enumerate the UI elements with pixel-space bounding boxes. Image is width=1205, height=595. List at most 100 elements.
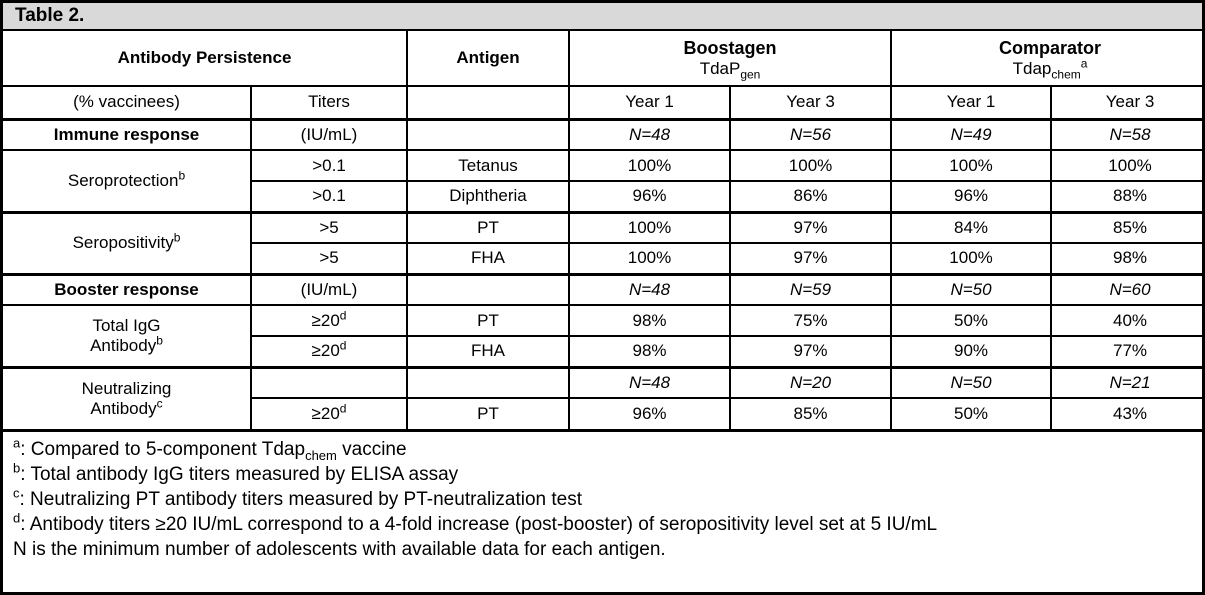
total-igg-pt-boost-y3: 75%	[729, 304, 893, 337]
subheader-boost-year3: Year 3	[729, 85, 893, 120]
boostagen-name: Boostagen	[683, 37, 777, 58]
table-title: Table 2.	[15, 5, 85, 26]
footnote-n: N is the minimum number of adolescents w…	[13, 539, 666, 560]
seropositivity-pt-row: Seropositivityb >5 PT 100% 97% 84% 85%	[2, 210, 1205, 275]
booster-n-comp-y3: N=60	[1050, 272, 1205, 306]
seroprotection-diphtheria-antigen: Diphtheria	[406, 180, 571, 213]
booster-unit: (IU/mL)	[249, 272, 409, 306]
total-igg-fha-boost-y3: 97%	[729, 335, 893, 368]
seroprotection-tetanus-boost-y1: 100%	[568, 149, 732, 182]
footnotes: a: Compared to 5-component Tdapchem vacc…	[3, 429, 1202, 592]
seroprotection-tetanus-row: Seroprotectionb >0.1 Tetanus 100% 100% 1…	[2, 149, 1205, 213]
total-igg-pt-row: Total IgG Antibodyb ≥20d PT 98% 75% 50% …	[2, 304, 1205, 368]
subheader-titers: Titers	[249, 85, 409, 120]
seropositivity-label: Seropositivityb	[2, 210, 252, 275]
booster-response-label: Booster response	[2, 272, 252, 306]
booster-n-comp-y1: N=50	[890, 272, 1053, 306]
footnote-d: d: Antibody titers ≥20 IU/mL correspond …	[13, 510, 938, 535]
seropositivity-fha-antigen: FHA	[406, 242, 571, 275]
neutralizing-n-comp-y1: N=50	[890, 365, 1053, 399]
footnote-b-marker: b	[13, 460, 21, 476]
total-igg-label: Total IgG Antibodyb	[2, 304, 252, 368]
comparator-footnote-marker: a	[1080, 55, 1088, 70]
seropositivity-pt-comp-y1: 84%	[890, 210, 1053, 244]
total-igg-pt-titer: ≥20d	[249, 304, 409, 337]
subheader-comp-year1: Year 1	[890, 85, 1053, 120]
immune-response-row: Immune response (IU/mL) N=48 N=56 N=49 N…	[2, 117, 1205, 151]
neutralizing-label: Neutralizing Antibodyc	[2, 365, 252, 430]
comparator-formulation: Tdapchema	[1012, 55, 1088, 81]
header-boostagen: Boostagen TdaPgen	[568, 30, 893, 87]
neutralizing-n-comp-y3: N=21	[1050, 365, 1205, 399]
comparator-subscript: chem	[1051, 66, 1081, 81]
neutralizing-pt-boost-y3: 85%	[729, 397, 893, 430]
immune-response-label: Immune response	[2, 117, 252, 151]
total-igg-pt-comp-y3: 40%	[1050, 304, 1205, 337]
seroprotection-diphtheria-boost-y1: 96%	[568, 180, 732, 213]
table-title-bar: Table 2.	[3, 3, 1202, 31]
neutralizing-pt-boost-y1: 96%	[568, 397, 732, 430]
total-igg-fha-boost-y1: 98%	[568, 335, 732, 368]
booster-antigen-empty	[406, 272, 571, 306]
seropositivity-pt-boost-y1: 100%	[568, 210, 732, 244]
seropositivity-fha-boost-y3: 97%	[729, 242, 893, 275]
header-antibody-persistence: Antibody Persistence	[1, 30, 409, 87]
neutralizing-n-boost-y3: N=20	[729, 365, 893, 399]
total-igg-pt-antigen: PT	[406, 304, 571, 337]
immune-n-comp-y3: N=58	[1050, 117, 1205, 151]
titer-footnote-marker: d	[339, 308, 347, 323]
neutralizing-pt-row: ≥20d PT 96% 85% 50% 43%	[3, 397, 1205, 430]
footnote-d-marker: d	[13, 510, 21, 526]
total-igg-footnote-marker: b	[156, 333, 163, 348]
neutralizing-pt-titer: ≥20d	[249, 397, 409, 430]
seropositivity-pt-comp-y3: 85%	[1050, 210, 1205, 244]
subheader-boost-year1: Year 1	[568, 85, 732, 120]
seropositivity-fha-row: >5 FHA 100% 97% 100% 98%	[3, 242, 1205, 275]
seroprotection-tetanus-comp-y3: 100%	[1050, 149, 1205, 182]
antibody-persistence-table: Antibody Persistence Antigen Boostagen T…	[1, 30, 1205, 430]
neutralizing-footnote-marker: c	[156, 396, 163, 411]
seroprotection-diphtheria-comp-y1: 96%	[890, 180, 1053, 213]
total-igg-fha-titer: ≥20d	[249, 335, 409, 368]
seroprotection-tetanus-comp-y1: 100%	[890, 149, 1053, 182]
footnote-c-marker: c	[13, 485, 20, 501]
total-igg-fha-antigen: FHA	[406, 335, 571, 368]
seroprotection-diphtheria-titer: >0.1	[249, 180, 409, 213]
seroprotection-label: Seroprotectionb	[2, 149, 252, 213]
seropositivity-fha-titer: >5	[249, 242, 409, 275]
seropositivity-pt-boost-y3: 97%	[729, 210, 893, 244]
seropositivity-fha-boost-y1: 100%	[568, 242, 732, 275]
seroprotection-diphtheria-row: >0.1 Diphtheria 96% 86% 96% 88%	[3, 180, 1205, 213]
subheader-row: (% vaccinees) Titers Year 1 Year 3 Year …	[2, 85, 1205, 120]
seroprotection-diphtheria-boost-y3: 86%	[729, 180, 893, 213]
seropositivity-fha-comp-y3: 98%	[1050, 242, 1205, 275]
booster-n-boost-y3: N=59	[729, 272, 893, 306]
neutralizing-pt-antigen: PT	[406, 397, 571, 430]
footnote-a: a: Compared to 5-component Tdapchem vacc…	[13, 435, 407, 463]
immune-n-boost-y3: N=56	[729, 117, 893, 151]
subheader-comp-year3: Year 3	[1050, 85, 1205, 120]
seroprotection-tetanus-boost-y3: 100%	[729, 149, 893, 182]
neutralizing-n-antigen-empty	[406, 365, 571, 399]
seropositivity-fha-comp-y1: 100%	[890, 242, 1053, 275]
total-igg-fha-comp-y3: 77%	[1050, 335, 1205, 368]
seroprotection-tetanus-antigen: Tetanus	[406, 149, 571, 182]
seroprotection-tetanus-titer: >0.1	[249, 149, 409, 182]
seropositivity-pt-antigen: PT	[406, 210, 571, 244]
total-igg-pt-boost-y1: 98%	[568, 304, 732, 337]
immune-n-boost-y1: N=48	[568, 117, 732, 151]
neutralizing-n-row: Neutralizing Antibodyc N=48 N=20 N=50 N=…	[2, 365, 1205, 430]
boostagen-formulation: TdaPgen	[699, 58, 761, 81]
immune-antigen-empty	[406, 117, 571, 151]
neutralizing-n-titer-empty	[249, 365, 409, 399]
footnote-c: c: Neutralizing PT antibody titers measu…	[13, 485, 583, 510]
header-comparator: Comparator Tdapchema	[890, 30, 1205, 87]
footnote-a-marker: a	[13, 435, 21, 451]
seroprotection-diphtheria-comp-y3: 88%	[1050, 180, 1205, 213]
seroprotection-footnote-marker: b	[178, 168, 186, 183]
total-igg-pt-comp-y1: 50%	[890, 304, 1053, 337]
total-igg-fha-comp-y1: 90%	[890, 335, 1053, 368]
booster-response-row: Booster response (IU/mL) N=48 N=59 N=50 …	[2, 272, 1205, 306]
total-igg-fha-row: ≥20d FHA 98% 97% 90% 77%	[3, 335, 1205, 368]
